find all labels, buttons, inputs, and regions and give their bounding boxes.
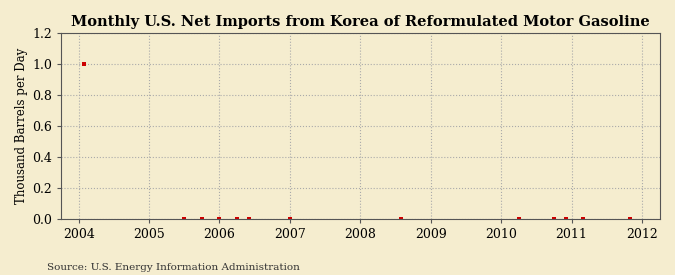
Y-axis label: Thousand Barrels per Day: Thousand Barrels per Day [15,48,28,204]
Title: Monthly U.S. Net Imports from Korea of Reformulated Motor Gasoline: Monthly U.S. Net Imports from Korea of R… [71,15,649,29]
Text: Source: U.S. Energy Information Administration: Source: U.S. Energy Information Administ… [47,263,300,272]
